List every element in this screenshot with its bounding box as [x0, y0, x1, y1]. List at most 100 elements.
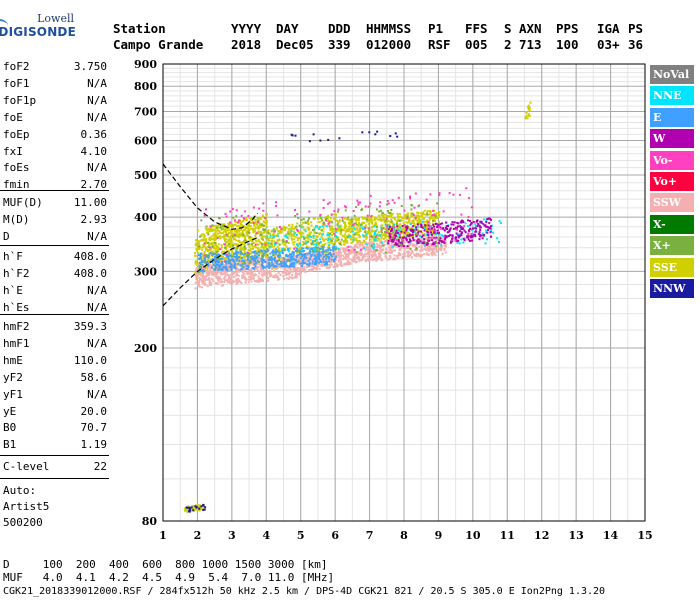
data-point-w	[445, 221, 448, 224]
data-point-xx	[333, 243, 336, 246]
data-point-sse	[338, 242, 341, 245]
data-point-e	[332, 247, 335, 250]
data-point-w	[439, 223, 442, 226]
data-point-xx	[208, 253, 211, 256]
data-point-ssw	[394, 257, 397, 260]
data-point-sse	[235, 221, 238, 224]
data-point-sse	[196, 268, 199, 271]
data-point-vox	[468, 197, 471, 200]
data-point-w	[460, 234, 463, 237]
data-point-xx	[204, 265, 207, 268]
data-point-e	[211, 261, 214, 264]
data-point-e	[262, 264, 265, 267]
data-point-sse	[297, 230, 300, 233]
data-point-nne	[420, 241, 423, 244]
data-point-nne	[474, 225, 477, 228]
data-point-e	[272, 265, 275, 268]
data-point-sse	[278, 249, 281, 252]
data-point-sse	[528, 106, 531, 109]
param-yf2: yF2 58.6	[3, 371, 107, 385]
data-point-ssw	[200, 272, 203, 275]
data-point-sse	[354, 216, 357, 219]
data-point-e	[327, 255, 330, 258]
data-point-sse	[395, 221, 398, 224]
data-point-w	[388, 232, 391, 235]
data-point-sse	[237, 234, 240, 237]
data-point-ssw	[205, 269, 208, 272]
data-point-sse	[343, 225, 346, 228]
data-point-vox	[242, 217, 245, 220]
data-point-sse	[228, 238, 231, 241]
data-point-nne	[361, 227, 364, 230]
data-point-sse	[381, 218, 384, 221]
data-point-ssw	[408, 247, 411, 250]
data-point-sse	[360, 226, 363, 229]
data-point-ssw	[337, 253, 340, 256]
data-point-vox	[370, 235, 373, 238]
data-point-e	[272, 263, 275, 266]
data-point-sse	[226, 229, 229, 232]
data-point-e	[317, 246, 320, 249]
data-point-sse	[244, 254, 247, 257]
data-point-nne	[272, 235, 275, 238]
data-point-e	[199, 254, 202, 257]
data-point-ssw	[439, 235, 442, 238]
data-point-nne	[497, 240, 500, 243]
data-point-sse	[358, 224, 361, 227]
data-point-w	[437, 242, 440, 245]
data-point-vox	[236, 221, 239, 224]
legend-item-vox: Vo+	[650, 172, 694, 191]
data-point-ssw	[372, 253, 375, 256]
data-point-e	[256, 252, 259, 255]
data-point-nne	[315, 244, 318, 247]
data-point-xx	[368, 228, 371, 231]
data-point-sse	[215, 224, 218, 227]
data-point-sse	[433, 212, 436, 215]
data-point-ssw	[311, 264, 314, 267]
data-point-w	[469, 227, 472, 230]
data-point-xx	[434, 215, 437, 218]
data-point-ssw	[210, 282, 213, 285]
data-point-w	[463, 229, 466, 232]
data-point-ssw	[417, 253, 420, 256]
param-value: N/A	[87, 336, 107, 350]
data-point-vox	[403, 209, 406, 212]
data-point-xx	[400, 243, 403, 246]
data-point-nnw	[202, 508, 205, 511]
data-point-w	[468, 219, 471, 222]
data-point-nnw	[368, 131, 371, 134]
data-point-sse	[219, 237, 222, 240]
data-point-vox	[276, 214, 279, 217]
data-point-sse	[291, 223, 294, 226]
data-point-nne	[373, 243, 376, 246]
data-point-sse	[264, 255, 267, 258]
data-point-sse	[350, 227, 353, 230]
data-point-sse	[258, 227, 261, 230]
data-point-sse	[331, 237, 334, 240]
data-point-nne	[452, 237, 455, 240]
data-point-ssw	[339, 262, 342, 265]
data-point-sse	[213, 239, 216, 242]
data-point-sse	[339, 233, 342, 236]
data-point-sse	[267, 232, 270, 235]
data-point-sse	[262, 235, 265, 238]
data-point-w	[445, 225, 448, 228]
data-point-sse	[321, 222, 324, 225]
data-point-w	[408, 235, 411, 238]
data-point-e	[212, 252, 215, 255]
data-point-sse	[232, 238, 235, 241]
data-point-ssw	[347, 251, 350, 254]
data-point-ssw	[256, 279, 259, 282]
data-point-e	[282, 265, 285, 268]
data-point-sse	[425, 227, 428, 230]
data-point-sse	[288, 247, 291, 250]
data-point-sse	[213, 234, 216, 237]
data-point-ssw	[248, 275, 251, 278]
data-point-e	[269, 265, 272, 268]
data-point-vox	[347, 249, 350, 252]
data-point-nnw	[291, 134, 294, 137]
data-point-sse	[243, 236, 246, 239]
data-point-vox	[255, 232, 258, 235]
data-point-sse	[368, 216, 371, 219]
data-point-e	[302, 258, 305, 261]
